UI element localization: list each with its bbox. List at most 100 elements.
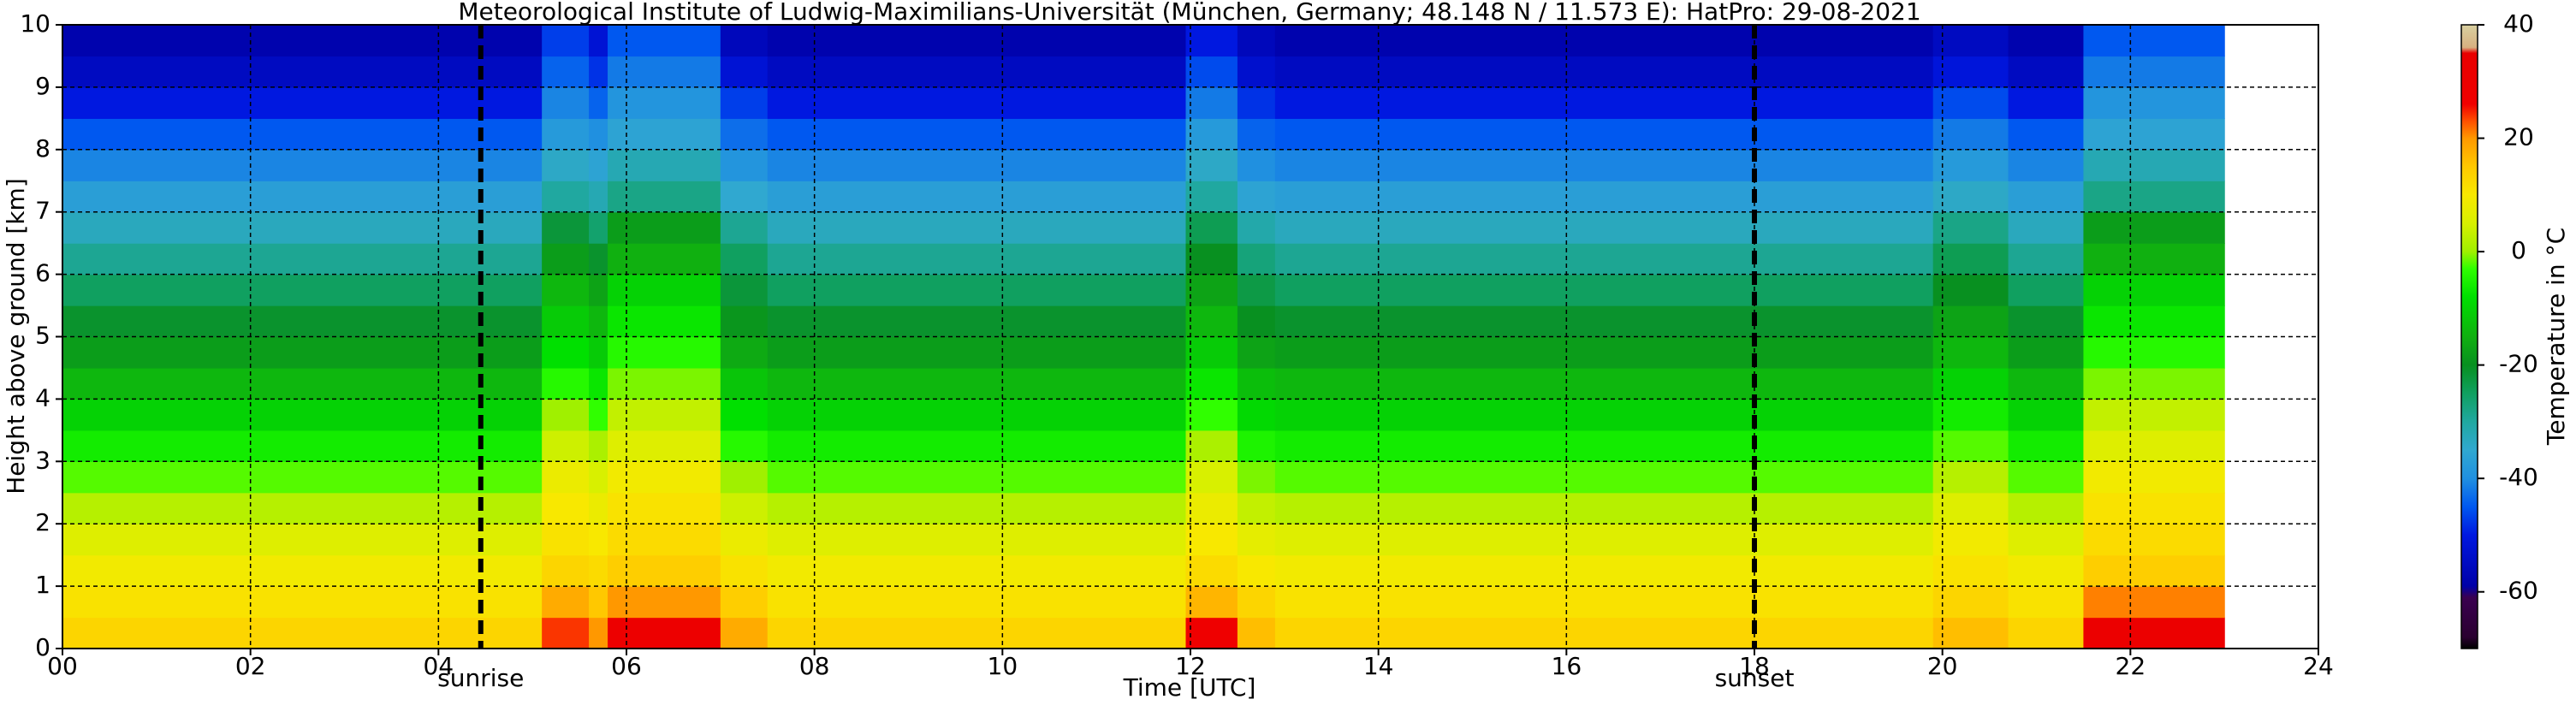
heat-cell xyxy=(62,430,543,462)
heat-cell xyxy=(62,25,543,57)
heat-cell xyxy=(1274,399,1934,431)
heat-cell xyxy=(608,430,721,462)
heat-cell xyxy=(1274,149,1934,181)
heat-cell xyxy=(2008,430,2085,462)
chart-title: Meteorological Institute of Ludwig-Maxim… xyxy=(458,0,1920,26)
heat-cell xyxy=(1274,461,1934,494)
heat-cell xyxy=(1932,25,2009,57)
heat-cell xyxy=(2083,461,2225,494)
heat-cell xyxy=(589,56,608,88)
heat-cell xyxy=(62,492,543,524)
heat-cell xyxy=(589,367,608,400)
heat-cell xyxy=(542,430,590,462)
colorbar xyxy=(2460,24,2478,649)
heat-cell xyxy=(720,25,769,57)
heat-cell xyxy=(767,524,1187,556)
heat-cell xyxy=(608,492,721,524)
heat-cell xyxy=(767,461,1187,494)
heat-cell xyxy=(62,554,543,587)
y-tick-label: 7 xyxy=(35,197,50,225)
heat-cell xyxy=(2008,25,2085,57)
heat-cell xyxy=(1237,430,1276,462)
heat-cell xyxy=(608,554,721,587)
heat-cell xyxy=(1932,617,2009,649)
heat-cell xyxy=(589,181,608,213)
heat-cell xyxy=(767,211,1187,244)
heat-cell xyxy=(608,56,721,88)
x-tick-label: 00 xyxy=(47,652,78,680)
heat-cell xyxy=(589,25,608,57)
heat-cell xyxy=(2008,118,2085,151)
heat-cell xyxy=(1274,367,1934,400)
y-tick-label: 4 xyxy=(35,383,50,412)
heat-cell xyxy=(62,336,543,369)
heat-cell xyxy=(720,399,769,431)
heat-cell xyxy=(1237,243,1276,275)
heat-cell xyxy=(1932,367,2009,400)
heat-cell xyxy=(589,211,608,244)
heat-cell xyxy=(542,617,590,649)
heat-cell xyxy=(589,586,608,619)
colorbar-tick-label: -20 xyxy=(2499,350,2538,378)
heat-cell xyxy=(2008,211,2085,244)
x-tick-label: 14 xyxy=(1363,652,1394,680)
heat-cell xyxy=(1932,430,2009,462)
heat-cell xyxy=(767,149,1187,181)
heat-cell xyxy=(2008,181,2085,213)
heat-cell xyxy=(767,305,1187,338)
y-tick-label: 0 xyxy=(35,633,50,661)
heat-cell xyxy=(2008,56,2085,88)
heat-cell xyxy=(767,25,1187,57)
heat-cell xyxy=(608,149,721,181)
heat-cell xyxy=(720,492,769,524)
heat-cell xyxy=(589,86,608,119)
x-tick-label: 10 xyxy=(988,652,1018,680)
heat-cell xyxy=(2008,399,2085,431)
heat-cell xyxy=(2083,399,2225,431)
heat-cell xyxy=(1237,211,1276,244)
heat-cell xyxy=(608,181,721,213)
x-tick-label: 06 xyxy=(611,652,642,680)
heat-cell xyxy=(720,86,769,119)
heat-cell xyxy=(608,586,721,619)
heat-cell xyxy=(2083,211,2225,244)
heat-cell xyxy=(1185,181,1238,213)
heat-cell xyxy=(2008,586,2085,619)
x-tick-label: 08 xyxy=(799,652,830,680)
heat-cell xyxy=(2083,586,2225,619)
heat-cell xyxy=(542,56,590,88)
heat-cell xyxy=(62,86,543,119)
heat-cell xyxy=(1237,336,1276,369)
heat-cell xyxy=(1932,554,2009,587)
heat-cell xyxy=(720,461,769,494)
x-tick-label: 16 xyxy=(1552,652,1582,680)
heat-cell xyxy=(62,305,543,338)
heat-cell xyxy=(2083,86,2225,119)
heat-cell xyxy=(2083,243,2225,275)
heat-cell xyxy=(1237,399,1276,431)
heat-cell xyxy=(1274,305,1934,338)
heat-cell xyxy=(2083,524,2225,556)
heat-cell xyxy=(1185,211,1238,244)
colorbar-tick-label: -60 xyxy=(2499,577,2538,605)
x-axis-label: Time [UTC] xyxy=(1123,673,1256,702)
x-tick-label: 20 xyxy=(1927,652,1958,680)
heat-cell xyxy=(767,430,1187,462)
heat-cell xyxy=(767,118,1187,151)
y-tick-label: 1 xyxy=(35,571,50,599)
heat-cell xyxy=(720,617,769,649)
heat-cell xyxy=(1274,25,1934,57)
heat-cell xyxy=(62,211,543,244)
heat-cell xyxy=(720,305,769,338)
x-tick-label: 12 xyxy=(1175,652,1206,680)
y-tick-label: 3 xyxy=(35,446,50,474)
heat-cell xyxy=(542,274,590,306)
heat-cell xyxy=(1932,86,2009,119)
heat-cell xyxy=(720,118,769,151)
heat-cell xyxy=(62,243,543,275)
heat-cell xyxy=(608,305,721,338)
y-tick-label: 8 xyxy=(35,134,50,163)
heat-cell xyxy=(1274,617,1934,649)
heat-cell xyxy=(608,243,721,275)
